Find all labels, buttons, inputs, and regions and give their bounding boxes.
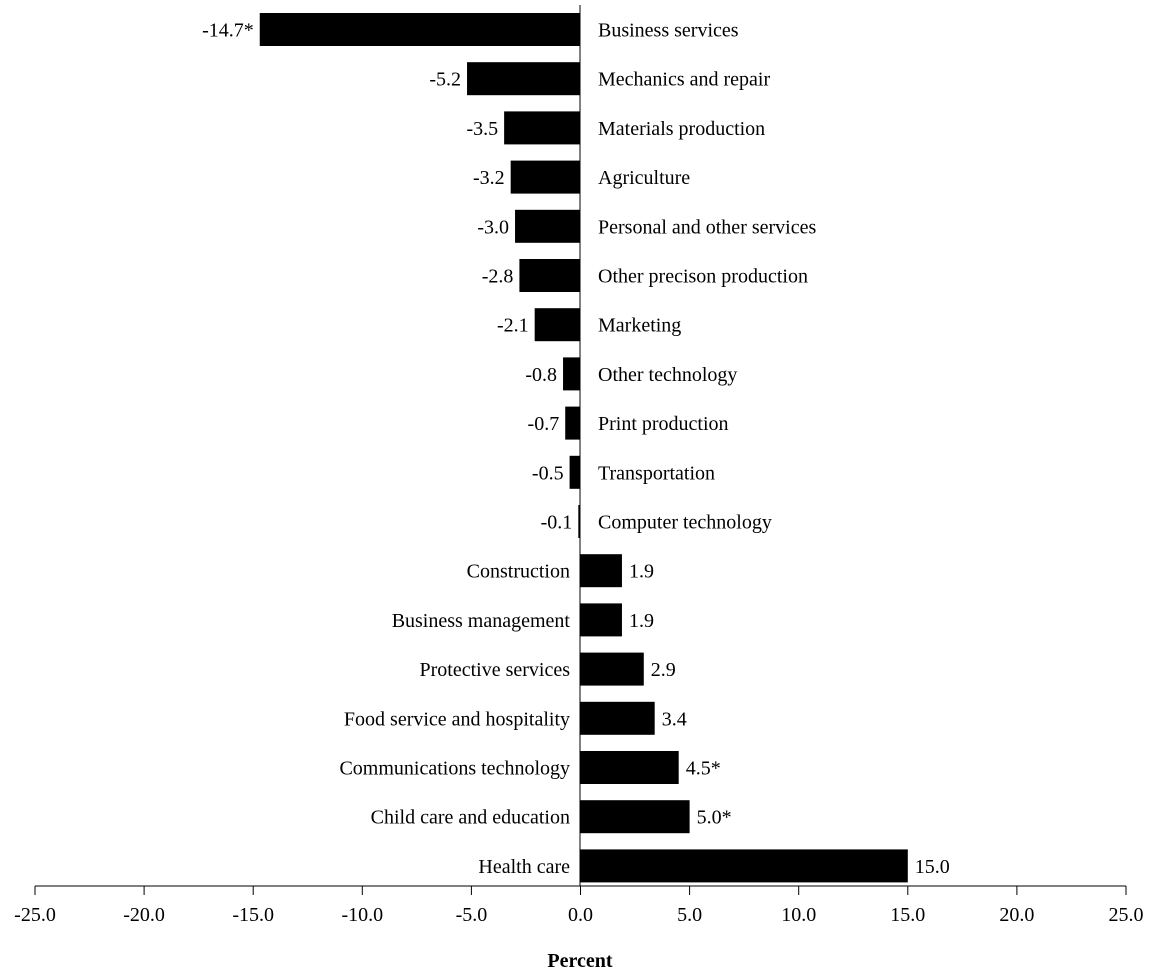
category-label: Business services [598, 20, 739, 42]
x-tick-label: 25.0 [1109, 904, 1144, 926]
bar [259, 13, 581, 46]
category-label: Materials production [598, 118, 765, 140]
category-label: Marketing [598, 315, 681, 337]
bar-value-label: -2.8 [482, 266, 514, 288]
category-label: Other technology [598, 364, 737, 386]
category-labels-group: Business services Mechanics and repair Mat… [339, 20, 816, 878]
x-axis: -25.0 -20.0 -15.0 -10.0 -5.0 0.0 5.0 10.0 15.0 20… [14, 5, 1144, 926]
x-tick-label: -5.0 [456, 904, 488, 926]
category-label: Business management [392, 610, 571, 632]
bar-value-label: -5.2 [429, 69, 461, 91]
x-tick-label: 0.0 [568, 904, 593, 926]
bar [580, 701, 655, 735]
category-label: Personal and other services [598, 216, 816, 238]
category-label: Transportation [598, 462, 715, 484]
x-axis-title: Percent [547, 950, 612, 972]
bar [580, 800, 690, 834]
bar-value-label: -14.7* [202, 20, 254, 42]
bar [510, 160, 581, 194]
bar [519, 259, 581, 292]
bar [467, 62, 581, 96]
x-tick-label: 15.0 [890, 904, 925, 926]
bar-value-label: -0.8 [525, 364, 557, 386]
bar-value-label: -3.2 [473, 167, 505, 189]
bar [580, 554, 622, 588]
value-labels-group: -14.7* -5.2 -3.5 -3.2 -3.0 -2.8 -2.1 -0.8 -0.7 -0… [202, 20, 950, 878]
bar-value-label: 1.9 [629, 610, 654, 632]
bar [580, 652, 644, 686]
bar [580, 603, 622, 637]
bar-value-label: -3.0 [477, 216, 509, 238]
bar-value-label: -0.1 [541, 512, 573, 534]
x-tick-label: -15.0 [232, 904, 274, 926]
bar [515, 209, 581, 243]
bar [534, 308, 581, 342]
bar-value-label: 15.0 [915, 856, 950, 878]
x-tick-label: 5.0 [677, 904, 702, 926]
category-label: Construction [467, 561, 570, 583]
category-label: Agriculture [598, 167, 690, 189]
bar [569, 455, 581, 489]
bar-value-label: 5.0* [697, 807, 732, 829]
bar-value-label: 1.9 [629, 561, 654, 583]
category-label: Computer technology [598, 512, 772, 534]
bar [504, 111, 581, 145]
x-tick-label: -25.0 [14, 904, 56, 926]
category-label: Health care [478, 856, 570, 878]
bar-value-label: 4.5* [686, 758, 721, 780]
category-label: Mechanics and repair [598, 69, 770, 91]
category-label: Child care and education [371, 807, 570, 829]
bar [563, 357, 581, 391]
bar-value-label: -3.5 [466, 118, 498, 140]
x-tick-label: -10.0 [341, 904, 383, 926]
bar [580, 849, 908, 883]
category-label: Food service and hospitality [344, 708, 570, 730]
category-label: Protective services [420, 659, 571, 681]
category-label: Communications technology [339, 758, 570, 780]
bar-value-label: 3.4 [662, 708, 687, 730]
bar-value-label: 2.9 [651, 659, 676, 681]
bar [580, 751, 679, 784]
bar-value-label: -0.5 [532, 462, 564, 484]
x-tick-label: -20.0 [123, 904, 165, 926]
bar-value-label: -0.7 [528, 413, 560, 435]
bar [578, 505, 581, 538]
x-tick-label: 20.0 [999, 904, 1034, 926]
bars-group [259, 13, 908, 883]
category-label: Other precison production [598, 266, 808, 288]
category-label: Print production [598, 413, 729, 435]
bar-value-label: -2.1 [497, 315, 529, 337]
x-tick-label: 10.0 [781, 904, 816, 926]
bar [565, 406, 581, 440]
